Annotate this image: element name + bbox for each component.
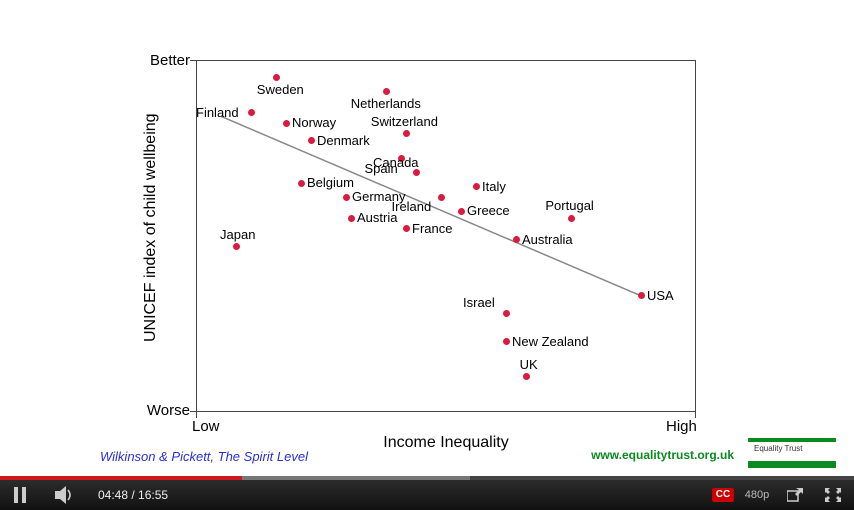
data-point [513,236,520,243]
data-point [413,169,420,176]
pause-button[interactable] [0,480,40,510]
video-player-bar: 04:48 / 16:55 CC 480p [0,480,854,510]
elapsed-time: 04:48 [98,488,128,502]
pause-icon [13,487,27,503]
time-display: 04:48 / 16:55 [98,480,168,510]
equality-trust-logo: Equality Trust [748,438,836,468]
data-point-label: Portugal [545,198,593,213]
data-point [458,208,465,215]
data-point-label: Finland [196,105,239,120]
plot-area [196,60,696,412]
data-point [308,137,315,144]
scatter-chart: UNICEF index of child wellbeing Better W… [0,0,854,480]
data-point [273,74,280,81]
slide-content: Child well-being is better in more equal… [0,0,854,480]
data-point [248,109,255,116]
data-point [348,215,355,222]
cc-button[interactable]: CC [708,480,738,510]
data-point-label: Israel [463,295,495,310]
fullscreen-button[interactable] [818,480,848,510]
volume-button[interactable] [48,480,82,510]
data-point [638,292,645,299]
citation-text: Wilkinson & Pickett, The Spirit Level [100,449,308,464]
data-point [403,225,410,232]
axis-tick [695,412,696,418]
data-point-label: France [412,221,452,236]
data-point [503,338,510,345]
quality-label: 480p [745,489,769,501]
y-tick-better: Better [150,52,190,69]
data-point [233,243,240,250]
data-point-label: Australia [522,232,573,247]
data-point-label: Norway [292,115,336,130]
data-point [343,194,350,201]
quality-button[interactable]: 480p [738,480,776,510]
data-point-label: Switzerland [371,114,438,129]
axis-tick [190,60,196,61]
logo-text: Equality Trust [754,444,802,453]
data-point-label: Denmark [317,133,370,148]
total-time: 16:55 [138,488,168,502]
data-point-label: New Zealand [512,334,589,349]
data-point-label: Sweden [257,82,304,97]
data-point-label: Canada [373,155,419,170]
data-point [298,180,305,187]
source-url: www.equalitytrust.org.uk [591,448,734,462]
data-point [503,310,510,317]
popout-icon [787,488,803,502]
data-point [383,88,390,95]
data-point-label: Austria [357,210,397,225]
x-tick-low: Low [192,418,220,435]
y-tick-worse: Worse [147,402,190,419]
popout-button[interactable] [780,480,810,510]
data-point-label: Belgium [307,175,354,190]
data-point-label: Japan [220,227,255,242]
fullscreen-icon [825,488,841,502]
data-point-label: Italy [482,179,506,194]
data-point-label: Greece [467,203,510,218]
data-point [473,183,480,190]
cc-badge: CC [712,488,734,502]
x-tick-high: High [666,418,697,435]
y-axis-label: UNICEF index of child wellbeing [142,113,160,342]
data-point-label: UK [520,357,538,372]
data-point [438,194,445,201]
data-point [523,373,530,380]
data-point-label: Netherlands [351,96,421,111]
data-point [283,120,290,127]
video-stage: Child well-being is better in more equal… [0,0,854,510]
data-point [403,130,410,137]
data-point-label: USA [647,288,674,303]
axis-tick [196,412,197,418]
volume-icon [55,486,75,504]
data-point [568,215,575,222]
